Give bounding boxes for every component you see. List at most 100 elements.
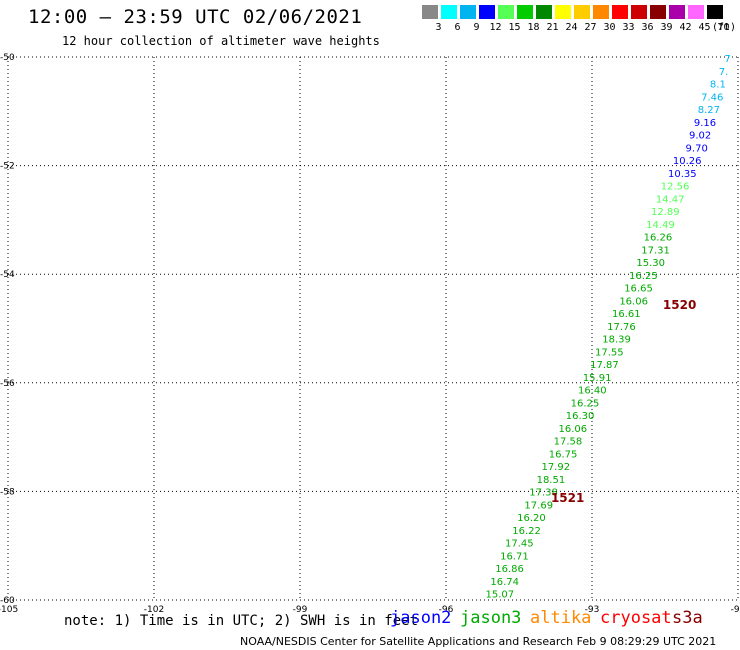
- wave-height-label: 8.27: [698, 105, 720, 116]
- scale-label: 27: [584, 22, 597, 33]
- wave-height-label: 16.71: [500, 551, 529, 562]
- wave-height-label: 7: [724, 54, 730, 65]
- wave-height-label: 16.40: [578, 386, 607, 397]
- wave-height-label: 16.65: [624, 284, 653, 295]
- wave-height-label: 17.76: [607, 322, 636, 333]
- credit-line: NOAA/NESDIS Center for Satellite Applica…: [240, 635, 717, 648]
- wave-height-label: 12.89: [651, 207, 680, 218]
- scale-label: 30: [603, 22, 616, 33]
- wave-height-label: 18.51: [537, 475, 566, 486]
- x-tick-label: -96: [439, 605, 454, 615]
- scale-swatch: [460, 5, 477, 19]
- wave-height-label: 16.22: [512, 526, 541, 537]
- scale-swatch: [555, 5, 572, 19]
- scale-swatch: [517, 5, 534, 19]
- scale-swatch: [631, 5, 648, 19]
- mission-cryosat: cryosat: [600, 608, 672, 628]
- wave-height-label: 14.49: [646, 220, 675, 231]
- mission-jason2: jason2: [390, 608, 452, 628]
- wave-height-label: 17.38: [529, 488, 558, 499]
- scale-swatch: [612, 5, 629, 19]
- scale-label: 3: [435, 22, 442, 33]
- scale-label: 70: [717, 22, 730, 33]
- wave-height-label: 17.45: [505, 539, 534, 550]
- wave-height-label: 9.02: [689, 131, 711, 142]
- scale-swatch: [574, 5, 591, 19]
- scale-label: 36: [641, 22, 654, 33]
- y-tick-label: -58: [0, 487, 15, 497]
- wave-height-label: 9.16: [694, 118, 716, 129]
- scale-label: 24: [565, 22, 578, 33]
- wave-height-label: 16.20: [517, 513, 546, 524]
- scale-swatch: [593, 5, 610, 19]
- units-note: note: 1) Time is in UTC; 2) SWH is in fe…: [64, 613, 419, 629]
- scale-swatch: [498, 5, 515, 19]
- wave-height-label: 16.74: [490, 577, 519, 588]
- wave-height-label: 16.06: [558, 424, 587, 435]
- wave-height-label: 17.55: [595, 347, 624, 358]
- mission-jason3: jason3: [460, 608, 522, 628]
- x-tick-label: -90: [731, 605, 740, 615]
- x-tick-label: -93: [585, 605, 600, 615]
- y-tick-label: -54: [0, 270, 15, 280]
- x-tick-label: -102: [144, 605, 164, 615]
- wave-height-label: 17.92: [541, 462, 570, 473]
- wave-height-label: 15.07: [485, 590, 514, 601]
- wave-height-label: 8.1: [710, 80, 726, 91]
- wave-height-label: 16.61: [612, 309, 641, 320]
- wave-height-label: 15.30: [636, 258, 665, 269]
- scale-label: 45: [698, 22, 711, 33]
- mission-s3a: s3a: [672, 608, 703, 628]
- x-tick-label: -99: [293, 605, 308, 615]
- wave-height-label: 16.75: [549, 449, 578, 460]
- wave-height-label: 16.25: [629, 271, 658, 282]
- scale-label: 21: [546, 22, 559, 33]
- wave-height-label: 7.: [719, 67, 729, 78]
- scale-unit: (ft): [712, 22, 737, 33]
- scale-swatch: [479, 5, 496, 19]
- x-tick-label: -105: [0, 605, 18, 615]
- wave-height-label: 18.39: [602, 335, 631, 346]
- y-tick-label: -60: [0, 596, 15, 606]
- wave-height-label: 17.87: [590, 360, 619, 371]
- time-label: 1520: [663, 298, 696, 312]
- scale-swatch: [669, 5, 686, 19]
- scale-label: 6: [454, 22, 461, 33]
- time-label: 1521: [551, 491, 584, 505]
- scale-label: 12: [489, 22, 502, 33]
- wave-height-label: 9.70: [686, 143, 708, 154]
- scale-label: 42: [679, 22, 692, 33]
- scale-swatch: [650, 5, 667, 19]
- y-tick-label: -52: [0, 162, 15, 172]
- wave-height-label: 17.58: [554, 437, 583, 448]
- wave-height-label: 7.46: [701, 92, 723, 103]
- scale-label: 33: [622, 22, 635, 33]
- mission-altika: altika: [530, 608, 592, 628]
- y-tick-label: -50: [0, 53, 15, 63]
- wave-height-label: 12.56: [661, 182, 690, 193]
- scale-swatch: [422, 5, 439, 19]
- wave-height-label: 10.26: [673, 156, 702, 167]
- wave-height-label: 16.86: [495, 564, 524, 575]
- scale-label: 9: [473, 22, 480, 33]
- chart-subtitle: 12 hour collection of altimeter wave hei…: [62, 34, 380, 48]
- scale-label: 39: [660, 22, 673, 33]
- scale-swatch: [441, 5, 458, 19]
- y-tick-label: -56: [0, 379, 15, 389]
- wave-height-label: 17.69: [524, 500, 553, 511]
- scale-swatch: [536, 5, 553, 19]
- scale-swatch: [688, 5, 705, 19]
- wave-height-label: 15.91: [583, 373, 612, 384]
- wave-height-label: 16.30: [566, 411, 595, 422]
- scale-label: 15: [508, 22, 521, 33]
- scale-swatch: [707, 5, 724, 19]
- chart-title: 12:00 – 23:59 UTC 02/06/2021: [28, 6, 363, 28]
- wave-height-label: 10.35: [668, 169, 697, 180]
- wave-height-label: 16.25: [571, 398, 600, 409]
- wave-height-label: 14.47: [656, 194, 685, 205]
- scale-label: 18: [527, 22, 540, 33]
- wave-height-label: 16.06: [619, 296, 648, 307]
- wave-height-label: 16.26: [644, 233, 673, 244]
- wave-height-label: 17.31: [641, 245, 670, 256]
